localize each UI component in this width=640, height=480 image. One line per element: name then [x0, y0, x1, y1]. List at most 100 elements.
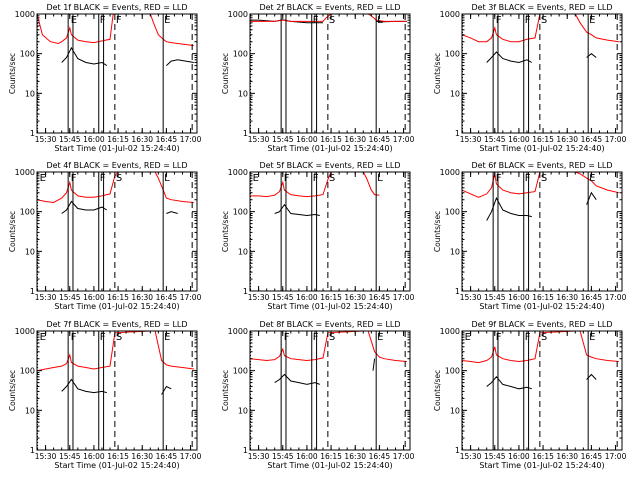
marker-letter: E [40, 173, 46, 184]
lld-series-line [37, 331, 194, 372]
x-tick-label: 16:45 [581, 293, 603, 302]
marker-letter: E [589, 15, 595, 26]
x-tick-label: 16:45 [369, 452, 391, 461]
panel-title: Det 9f BLACK = Events, RED = LLD [471, 320, 612, 329]
x-tick-label: 16:00 [508, 452, 530, 461]
x-tick-label: 16:45 [156, 135, 178, 144]
events-series-line [61, 46, 194, 67]
panel-title: Det 4f BLACK = Events, RED = LLD [46, 161, 187, 170]
y-axis-label: Counts/sec [221, 211, 230, 252]
x-axis-label: Start Time (01-Jul-02 15:24:40) [54, 461, 179, 470]
y-tick-label: 100 [233, 50, 248, 59]
x-tick-label: 16:45 [156, 293, 178, 302]
x-tick-label: 16:15 [532, 135, 554, 144]
panel-det-2: Det 2f BLACK = Events, RED = LLD F S L 1 10 10… [221, 3, 415, 153]
plot-frame [36, 13, 198, 134]
x-tick-label: 17:00 [605, 293, 627, 302]
marker-letter: S [329, 173, 335, 184]
y-tick-label: 100 [20, 208, 35, 217]
x-tick-label: 15:45 [484, 293, 506, 302]
y-tick-label: 1 [30, 287, 35, 296]
y-axis-label: Counts/sec [8, 370, 17, 411]
y-tick-label: 100 [20, 50, 35, 59]
y-tick-label: 1000 [440, 10, 460, 19]
y-tick-label: 1 [455, 287, 460, 296]
marker-letter: E [40, 332, 46, 343]
marker-letter: S [329, 332, 335, 343]
plot-frame [249, 13, 411, 134]
x-tick-label: 16:15 [107, 452, 129, 461]
x-tick-label: 16:30 [131, 293, 153, 302]
x-tick-label: 15:45 [272, 135, 294, 144]
marker-letter: E [377, 332, 383, 343]
marker-letter: F [116, 15, 122, 26]
y-tick-label: 100 [445, 50, 460, 59]
lld-series-line [462, 172, 619, 198]
x-tick-label: 16:45 [581, 135, 603, 144]
y-tick-label: 1 [455, 446, 460, 455]
y-tick-label: 1000 [228, 168, 248, 177]
marker-letter: E [589, 332, 595, 343]
x-tick-label: 16:00 [83, 293, 105, 302]
y-axis-label: Counts/sec [433, 370, 442, 411]
x-tick-label: 16:00 [508, 293, 530, 302]
marker-letter: F [100, 15, 106, 26]
x-axis-label: Start Time (01-Jul-02 15:24:40) [267, 144, 392, 153]
marker-letter: F [284, 173, 290, 184]
x-tick-label: 15:45 [59, 293, 81, 302]
panel-title: Det 5f BLACK = Events, RED = LLD [259, 161, 400, 170]
y-tick-label: 10 [238, 247, 248, 256]
x-axis-label: Start Time (01-Jul-02 15:24:40) [479, 302, 604, 311]
marker-letter: S [541, 15, 547, 26]
x-axis-label: Start Time (01-Jul-02 15:24:40) [267, 461, 392, 470]
x-tick-label: 15:45 [272, 452, 294, 461]
x-tick-label: 16:15 [532, 452, 554, 461]
marker-letter: E [589, 173, 595, 184]
x-tick-label: 15:30 [460, 452, 482, 461]
y-tick-label: 100 [445, 208, 460, 217]
y-tick-label: 1 [243, 287, 248, 296]
plot-frame [36, 171, 198, 292]
x-tick-label: 15:30 [460, 135, 482, 144]
marker-letter: F [71, 173, 77, 184]
marker-letter: L [164, 173, 170, 184]
lld-series-line [250, 172, 380, 198]
x-tick-label: 15:45 [484, 452, 506, 461]
x-tick-label: 16:15 [320, 452, 342, 461]
marker-letter: F [313, 173, 319, 184]
x-tick-label: 16:00 [508, 135, 530, 144]
plot-frame [249, 171, 411, 292]
lld-series-line [462, 331, 619, 364]
x-tick-label: 15:45 [59, 452, 81, 461]
x-tick-label: 17:00 [605, 135, 627, 144]
marker-letter: S [329, 15, 335, 26]
marker-letter: F [525, 332, 531, 343]
x-axis-label: Start Time (01-Jul-02 15:24:40) [479, 144, 604, 153]
x-tick-label: 15:30 [35, 135, 57, 144]
x-tick-label: 15:30 [35, 452, 57, 461]
marker-letter: F [496, 15, 502, 26]
marker-letter: F [496, 173, 502, 184]
y-tick-label: 10 [450, 89, 460, 98]
panel-title: Det 6f BLACK = Events, RED = LLD [471, 161, 612, 170]
x-tick-label: 16:45 [369, 293, 391, 302]
x-tick-label: 17:00 [393, 135, 415, 144]
panel-title: Det 8f BLACK = Events, RED = LLD [259, 320, 400, 329]
x-tick-label: 16:30 [556, 293, 578, 302]
marker-letter: F [525, 15, 531, 26]
marker-letter: E [164, 15, 170, 26]
x-tick-label: 15:45 [272, 293, 294, 302]
plot-frame [461, 13, 623, 134]
panel-title: Det 1f BLACK = Events, RED = LLD [46, 3, 187, 12]
marker-letter: F [100, 173, 106, 184]
x-tick-label: 16:00 [296, 452, 318, 461]
x-axis-label: Start Time (01-Jul-02 15:24:40) [267, 302, 392, 311]
x-tick-label: 17:00 [180, 293, 202, 302]
y-tick-label: 1000 [228, 327, 248, 336]
y-tick-label: 1000 [440, 327, 460, 336]
x-tick-label: 16:30 [556, 452, 578, 461]
